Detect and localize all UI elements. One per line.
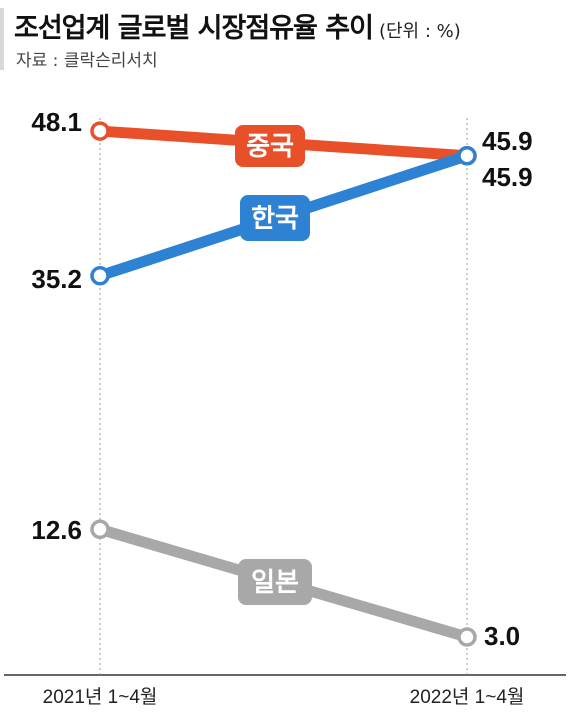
value-label: 12.6 xyxy=(31,515,82,545)
data-point xyxy=(90,519,110,540)
chart-header: 조선업계 글로벌 시장점유율 추이 (단위 : %) 자료 : 클락슨리서치 xyxy=(0,0,570,76)
value-label: 45.9 xyxy=(482,126,533,156)
series-badge-label: 중국 xyxy=(246,131,294,161)
data-point xyxy=(457,145,477,166)
series-badge-일본 xyxy=(238,559,312,605)
data-point xyxy=(457,627,477,647)
value-label: 48.1 xyxy=(31,107,82,137)
series-badge-label: 일본 xyxy=(251,567,299,597)
value-label: 45.9 xyxy=(482,162,533,192)
value-label: 3.0 xyxy=(484,621,520,651)
chart-title: 조선업계 글로벌 시장점유율 추이 xyxy=(14,13,374,44)
data-point xyxy=(90,121,110,141)
header-accent-bar xyxy=(0,8,4,70)
unit-label: (단위 : %) xyxy=(378,21,461,42)
title-line: 조선업계 글로벌 시장점유율 추이 (단위 : %) xyxy=(14,6,461,45)
data-point xyxy=(90,266,110,286)
series-badge-한국 xyxy=(240,195,310,241)
source-label: 자료 : 클락슨리서치 xyxy=(16,51,158,71)
series-badge-중국 xyxy=(235,125,305,167)
x-tick-label: 2021년 1~4월 xyxy=(43,686,158,708)
x-tick-label: 2022년 1~4월 xyxy=(410,686,525,708)
series-badge-label: 한국 xyxy=(251,203,299,233)
value-label: 35.2 xyxy=(31,264,82,294)
